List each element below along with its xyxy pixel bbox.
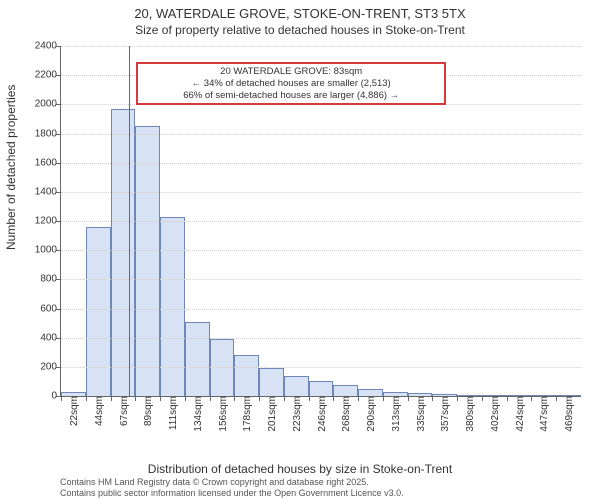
y-tick-label: 2000 [35,99,61,110]
x-tick-label: 447sqm [535,396,550,432]
x-tick-label: 134sqm [189,396,204,432]
callout-smaller-pct: ← 34% of detached houses are smaller (2,… [140,78,442,90]
x-tick [234,396,235,401]
x-tick [111,396,112,401]
grid-line [61,46,581,47]
x-tick-label: 268sqm [337,396,352,432]
histogram-bar [259,368,284,396]
y-tick-label: 1600 [35,157,61,168]
x-tick-label: 111sqm [164,396,179,430]
x-axis-label: Distribution of detached houses by size … [0,462,600,476]
histogram-bar [234,355,259,396]
callout-property-size: 20 WATERDALE GROVE: 83sqm [140,66,442,78]
grid-line [61,367,581,368]
x-tick [482,396,483,401]
y-tick-label: 1800 [35,128,61,139]
x-tick-label: 424sqm [511,396,526,432]
x-tick-label: 313sqm [387,396,402,432]
attribution-line2: Contains public sector information licen… [60,488,404,498]
x-tick-label: 469sqm [560,396,575,432]
x-tick [61,396,62,401]
grid-line [61,163,581,164]
y-tick-label: 200 [40,361,61,372]
grid-line [61,338,581,339]
grid-line [61,192,581,193]
histogram-bar [135,126,160,396]
grid-line [61,134,581,135]
x-tick-label: 89sqm [139,396,154,426]
y-axis-label: Number of detached properties [4,85,18,250]
x-tick-label: 223sqm [288,396,303,432]
chart-title-line2: Size of property relative to detached ho… [0,23,600,37]
x-tick-label: 290sqm [362,396,377,432]
x-tick [383,396,384,401]
x-tick-label: 402sqm [486,396,501,432]
x-tick [531,396,532,401]
x-tick [333,396,334,401]
y-tick-label: 1000 [35,245,61,256]
x-tick [259,396,260,401]
x-tick-label: 246sqm [313,396,328,432]
x-tick [135,396,136,401]
x-tick [185,396,186,401]
x-tick-label: 156sqm [214,396,229,432]
grid-line [61,279,581,280]
y-tick-label: 800 [40,274,61,285]
x-tick-label: 67sqm [115,396,130,426]
x-tick [210,396,211,401]
x-tick [86,396,87,401]
y-tick-label: 400 [40,332,61,343]
x-tick [432,396,433,401]
y-tick-label: 1400 [35,186,61,197]
y-tick-label: 600 [40,303,61,314]
x-tick-label: 44sqm [90,396,105,426]
y-tick-label: 2200 [35,70,61,81]
x-tick-label: 22sqm [65,396,80,426]
y-tick-label: 1200 [35,216,61,227]
histogram-bar [284,376,309,396]
attribution-line1: Contains HM Land Registry data © Crown c… [60,477,404,487]
x-tick-label: 201sqm [263,396,278,432]
histogram-bar [333,385,358,396]
property-callout: 20 WATERDALE GROVE: 83sqm← 34% of detach… [136,62,446,106]
x-tick-label: 357sqm [436,396,451,432]
chart-attribution: Contains HM Land Registry data © Crown c… [60,477,404,498]
y-tick-label: 2400 [35,41,61,52]
grid-line [61,250,581,251]
grid-line [61,221,581,222]
x-tick-label: 335sqm [412,396,427,432]
chart-title-line1: 20, WATERDALE GROVE, STOKE-ON-TRENT, ST3… [0,6,600,21]
x-tick [309,396,310,401]
y-tick-label: 0 [51,391,61,402]
grid-line [61,309,581,310]
property-marker-line [129,46,130,396]
x-tick [556,396,557,401]
x-tick-label: 178sqm [238,396,253,432]
x-tick [358,396,359,401]
x-tick [408,396,409,401]
histogram-bar [86,227,111,396]
chart-plot-area: 0200400600800100012001400160018002000220… [60,46,581,397]
histogram-bar [111,109,136,396]
histogram-bar [160,217,185,396]
histogram-bar [309,381,334,396]
x-tick [160,396,161,401]
callout-larger-pct: 66% of semi-detached houses are larger (… [140,90,442,102]
x-tick [507,396,508,401]
x-tick-label: 380sqm [461,396,476,432]
histogram-bar [185,322,210,396]
x-tick [457,396,458,401]
x-tick [284,396,285,401]
